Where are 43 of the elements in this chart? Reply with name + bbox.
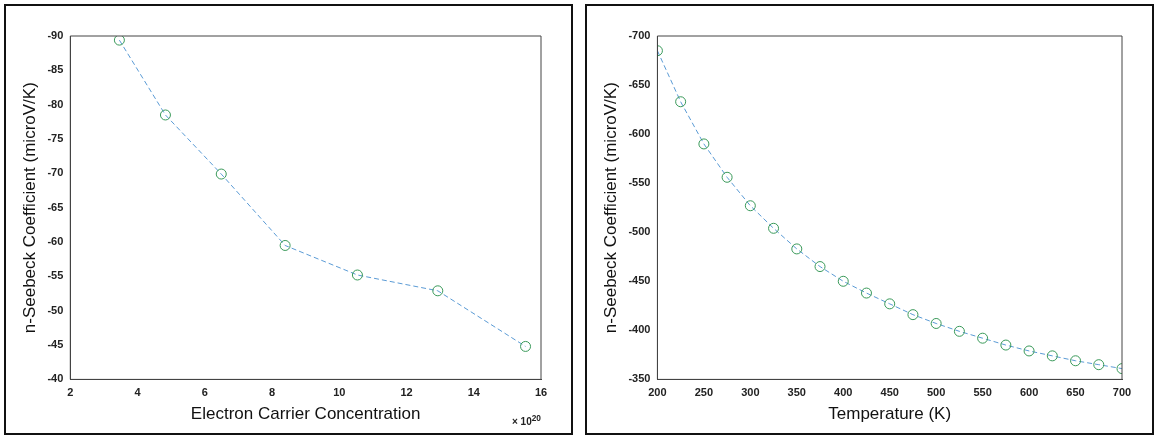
y-tick-label: -80 bbox=[47, 97, 64, 110]
y-tick-label: -350 bbox=[628, 372, 651, 385]
y-tick-label: -50 bbox=[47, 303, 64, 316]
y-tick-label: -700 bbox=[628, 29, 651, 42]
y-tick-label: -40 bbox=[47, 372, 64, 385]
y-tick-label: -650 bbox=[628, 78, 651, 91]
y-tick-label: -400 bbox=[628, 323, 651, 336]
x-tick-label: 350 bbox=[787, 386, 806, 399]
x-tick-label: 500 bbox=[926, 386, 946, 399]
x-tick-label: 200 bbox=[648, 386, 667, 399]
y-tick-label: -450 bbox=[628, 274, 651, 287]
x-tick-label: 400 bbox=[834, 386, 853, 399]
y-tick-label: -55 bbox=[47, 269, 64, 282]
y-tick-label: -45 bbox=[47, 338, 64, 351]
y-tick-label: -70 bbox=[47, 166, 64, 179]
x-tick-label: 16 bbox=[534, 386, 548, 399]
x-axis-title: Temperature (K) bbox=[828, 404, 952, 424]
y-axis-title: n-Seebeck Coefficient (microV/K) bbox=[600, 82, 620, 334]
y-tick-label: -500 bbox=[628, 225, 651, 238]
x-tick-label: 2 bbox=[67, 386, 74, 399]
x-tick-label: 550 bbox=[973, 386, 992, 399]
y-tick-label: -90 bbox=[47, 29, 64, 42]
y-tick-label: -550 bbox=[628, 176, 651, 189]
y-tick-label: -65 bbox=[47, 200, 64, 213]
x-tick-label: 6 bbox=[201, 386, 208, 399]
y-tick-label: -75 bbox=[47, 132, 64, 145]
x-axis-title: Electron Carrier Concentration bbox=[190, 404, 421, 424]
x-tick-label: 250 bbox=[694, 386, 714, 399]
x-tick-label: 300 bbox=[741, 386, 760, 399]
text: × 10$^{20}$ bbox=[511, 412, 541, 427]
x-tick-label: 10 bbox=[333, 386, 346, 399]
x-tick-label: 650 bbox=[1066, 386, 1085, 399]
y-tick-label: -600 bbox=[628, 127, 651, 140]
y-axis-title: n-Seebeck Coefficient (microV/K) bbox=[19, 82, 39, 334]
x-tick-label: 450 bbox=[880, 386, 899, 399]
x-tick-label: 14 bbox=[467, 386, 481, 399]
x-tick-label: 8 bbox=[268, 386, 276, 399]
x-tick-label: 600 bbox=[1019, 386, 1039, 399]
y-tick-label: -60 bbox=[47, 235, 64, 248]
y-tick-label: -85 bbox=[47, 63, 64, 76]
x-tick-label: 12 bbox=[400, 386, 413, 399]
x-tick-label: 700 bbox=[1112, 386, 1132, 399]
x-tick-label: 4 bbox=[134, 386, 142, 399]
